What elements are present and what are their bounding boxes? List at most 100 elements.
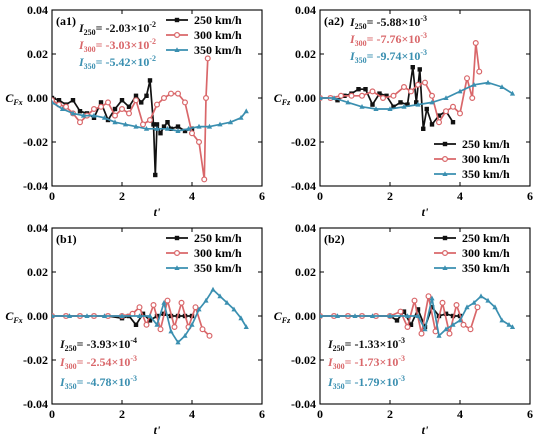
data-point xyxy=(90,105,97,112)
data-point xyxy=(411,297,418,304)
data-point xyxy=(189,322,195,327)
impulse-annotation: I250= -1.33×10-3 xyxy=(327,336,405,353)
series-300-km-h xyxy=(320,293,481,337)
data-point xyxy=(175,128,181,133)
data-point xyxy=(175,124,181,129)
impulse-annotation: I250= -5.88×10-3 xyxy=(349,14,427,31)
data-point xyxy=(231,306,237,312)
data-point xyxy=(139,100,144,105)
data-point xyxy=(157,326,164,333)
data-point xyxy=(467,326,474,333)
data-point xyxy=(457,110,464,117)
data-point xyxy=(126,104,132,109)
data-point xyxy=(196,139,203,146)
data-point xyxy=(499,84,505,89)
data-point xyxy=(338,92,345,99)
data-point xyxy=(203,94,210,101)
data-point xyxy=(91,115,97,120)
data-point xyxy=(401,83,408,90)
legend-marker xyxy=(174,235,180,241)
data-point xyxy=(422,79,429,86)
data-point xyxy=(150,302,157,309)
impulse-annotation: I300= -2.54×10-3 xyxy=(59,354,137,371)
x-tick-label: 6 xyxy=(527,407,533,421)
legend-marker xyxy=(442,156,449,163)
data-point xyxy=(70,110,76,116)
data-point xyxy=(70,98,76,103)
y-tick-label: 0.04 xyxy=(27,221,48,235)
x-tick-label: 0 xyxy=(49,407,55,421)
legend-marker xyxy=(174,265,180,270)
data-point xyxy=(154,126,160,131)
data-point xyxy=(143,126,150,131)
data-point xyxy=(147,313,153,318)
data-point xyxy=(464,304,470,310)
series-line xyxy=(320,66,454,130)
data-point xyxy=(80,112,87,118)
panel-b2: 0 2 4 6 0.04 0.02 0.00 -0.02 -0.04 t' CFz (b2) 250 k… xyxy=(274,221,533,436)
x-tick-label: 0 xyxy=(317,407,323,421)
series-line xyxy=(320,295,479,335)
panel-a2: 0 2 4 6 0.04 0.02 0.00 -0.02 -0.04 t' CFz (a2) 250 k… xyxy=(274,3,533,219)
data-point xyxy=(457,88,463,94)
data-point xyxy=(492,304,498,310)
data-point xyxy=(369,313,376,318)
data-point xyxy=(359,104,365,109)
x-tick-label: 2 xyxy=(119,407,125,421)
data-point xyxy=(101,313,108,318)
data-point xyxy=(370,102,375,107)
data-point xyxy=(154,322,160,327)
data-point xyxy=(62,103,69,110)
data-point xyxy=(460,321,467,328)
data-point xyxy=(397,308,404,315)
data-point xyxy=(59,106,66,111)
data-point xyxy=(401,104,407,109)
data-point xyxy=(238,115,244,120)
data-point xyxy=(210,286,216,292)
impulse-annotation: I300= -1.73×10-3 xyxy=(327,354,405,371)
legend-label: 350 km/h xyxy=(194,43,242,57)
impulse-annotation: I350= -5.42×10-2 xyxy=(78,54,156,71)
legend-marker xyxy=(442,171,448,176)
y-tick-label: 0.00 xyxy=(27,309,48,323)
data-point xyxy=(133,97,140,104)
data-point xyxy=(415,81,422,88)
data-point xyxy=(153,172,158,178)
data-point xyxy=(147,318,153,323)
data-point xyxy=(320,313,323,318)
data-point xyxy=(422,326,428,332)
data-point xyxy=(421,126,426,131)
data-point xyxy=(217,121,223,127)
legend-label: 300 km/h xyxy=(462,246,510,260)
data-point xyxy=(76,119,83,126)
data-point xyxy=(509,324,516,329)
y-tick-label: 0.04 xyxy=(295,221,316,235)
y-tick-label: 0.00 xyxy=(295,91,316,105)
data-point xyxy=(112,106,118,112)
data-point xyxy=(356,87,361,92)
legend-label: 350 km/h xyxy=(462,167,510,181)
data-point xyxy=(104,99,111,106)
data-point xyxy=(185,126,192,131)
y-tick-label: 0.02 xyxy=(295,265,316,279)
data-point xyxy=(243,324,249,329)
legend-label: 250 km/h xyxy=(462,137,510,151)
legend-marker xyxy=(442,250,449,257)
data-point xyxy=(469,94,476,101)
data-point xyxy=(429,92,436,99)
data-point xyxy=(436,119,443,126)
data-point xyxy=(136,313,143,318)
data-point xyxy=(189,130,196,137)
data-point xyxy=(101,115,108,120)
data-point xyxy=(471,300,477,305)
data-point xyxy=(203,297,209,303)
data-point xyxy=(133,93,139,98)
data-point xyxy=(331,95,337,100)
data-point xyxy=(404,324,411,331)
data-point xyxy=(140,121,147,128)
